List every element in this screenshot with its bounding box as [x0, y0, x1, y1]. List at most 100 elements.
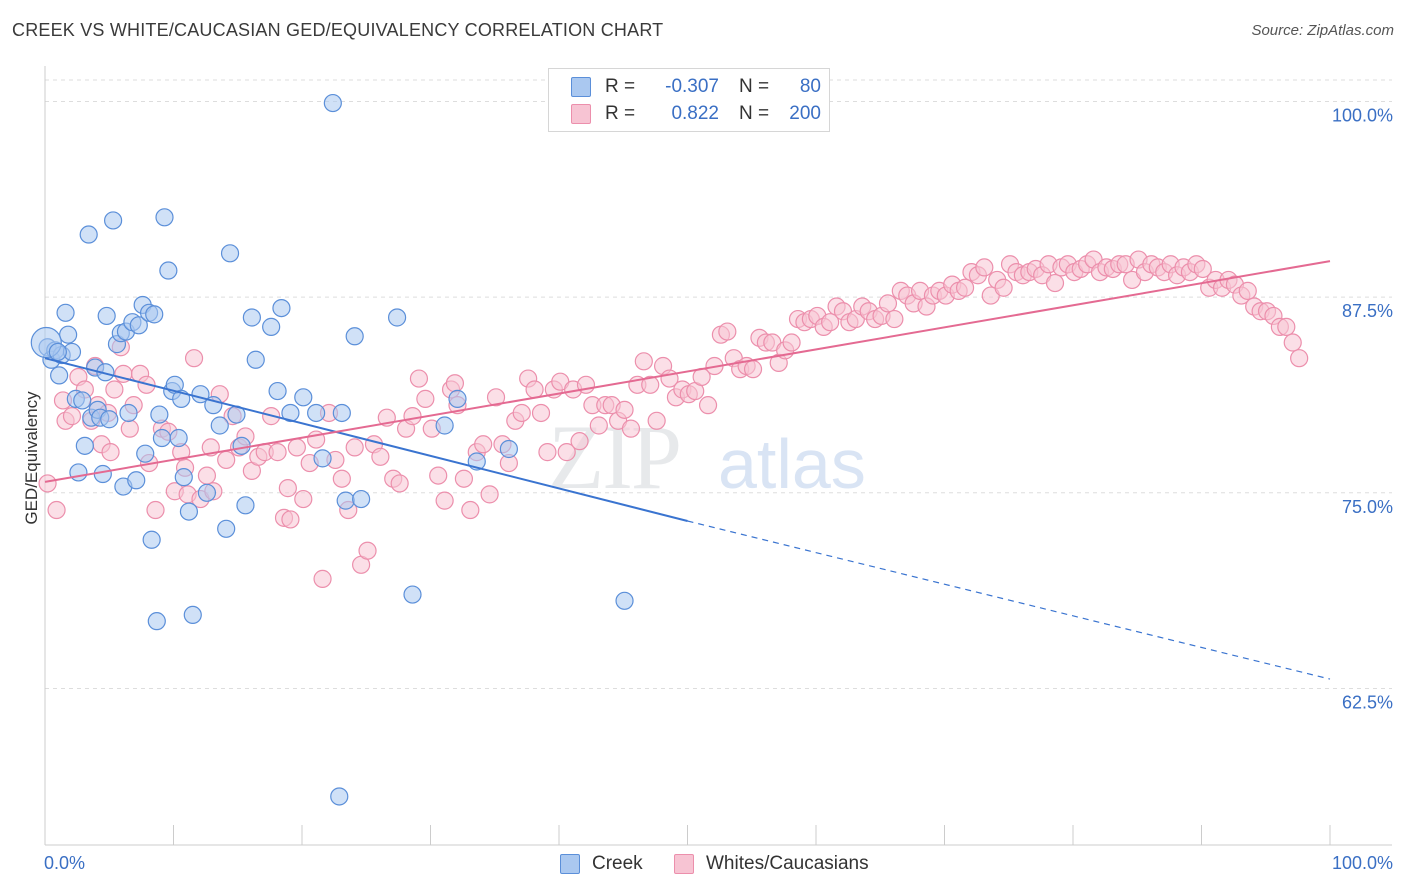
data-point-creek — [79, 225, 98, 244]
data-point-whites — [294, 489, 313, 509]
data-point-creek — [159, 261, 178, 280]
data-point-creek — [403, 585, 422, 604]
data-point-creek — [150, 405, 169, 424]
data-point-creek — [236, 496, 255, 515]
legend-r-label: R = — [605, 76, 636, 97]
x-tick-label: 100.0% — [1332, 853, 1393, 873]
data-point-creek — [56, 303, 75, 322]
data-point-creek — [93, 464, 112, 484]
legend-row-whites: R = 0.822 N = 200 — [571, 101, 821, 127]
data-point-whites — [878, 294, 898, 313]
data-point-creek — [330, 787, 349, 806]
data-point-whites — [62, 407, 82, 426]
data-point-whites — [197, 466, 217, 485]
data-point-whites — [743, 360, 763, 379]
bottom-legend-creek: Creek — [560, 850, 643, 878]
data-point-whites — [184, 349, 204, 368]
data-point-creek — [323, 93, 342, 113]
x-tick-label: 0.0% — [44, 853, 85, 873]
chart-source: Source: ZipAtlas.com — [1251, 22, 1394, 39]
y-tick-label: 100.0% — [1332, 105, 1393, 125]
trend-line-creek-extension — [687, 520, 1331, 680]
data-point-creek — [336, 491, 355, 510]
chart-title: CREEK VS WHITE/CAUCASIAN GED/EQUIVALENCY… — [12, 20, 664, 40]
data-point-whites — [287, 438, 306, 457]
data-point-creek — [345, 327, 364, 346]
data-point-whites — [955, 278, 975, 297]
data-point-creek — [48, 342, 67, 362]
data-point-whites — [278, 479, 297, 498]
data-point-whites — [429, 466, 448, 485]
data-point-whites — [120, 419, 139, 438]
data-point-creek — [97, 306, 116, 326]
data-point-creek — [210, 416, 229, 435]
data-point-whites — [358, 541, 377, 560]
data-point-whites — [435, 491, 454, 510]
data-point-creek — [272, 299, 291, 318]
data-point-creek — [246, 350, 265, 369]
bottom-legend-creek-label: Creek — [592, 853, 643, 874]
data-point-whites — [268, 443, 287, 462]
data-point-whites — [1193, 259, 1212, 279]
data-point-whites — [570, 432, 589, 451]
data-point-whites — [531, 403, 551, 423]
data-point-whites — [782, 333, 801, 352]
legend-n-value: 200 — [789, 103, 821, 124]
data-point-creek — [127, 471, 146, 490]
data-point-creek — [104, 211, 123, 230]
data-point-creek — [174, 468, 193, 487]
data-point-creek — [197, 483, 217, 502]
watermark-atlas: atlas — [718, 425, 866, 503]
data-point-whites — [461, 500, 480, 520]
data-point-creek — [262, 317, 281, 336]
data-point-whites — [1045, 273, 1065, 293]
data-point-creek — [220, 244, 240, 263]
data-point-whites — [403, 407, 422, 426]
data-point-whites — [589, 416, 608, 435]
data-point-creek — [313, 449, 332, 468]
data-point-whites — [47, 500, 66, 520]
data-point-whites — [390, 474, 409, 493]
data-point-whites — [615, 400, 634, 419]
data-point-creek — [129, 316, 148, 335]
data-point-creek — [147, 612, 166, 631]
data-point-creek — [332, 403, 351, 423]
data-point-whites — [486, 388, 506, 407]
data-point-whites — [345, 438, 364, 457]
data-point-whites — [217, 450, 236, 470]
legend-r-label: R = — [605, 103, 636, 124]
data-point-creek — [499, 439, 518, 459]
bottom-legend-whites: Whites/Caucasians — [674, 850, 869, 878]
data-point-creek — [615, 591, 634, 610]
bottom-legend-whites-label: Whites/Caucasians — [706, 853, 869, 874]
data-point-creek — [387, 308, 407, 327]
bottom-swatch-whites — [674, 854, 694, 874]
data-point-whites — [1277, 317, 1296, 336]
data-point-creek — [152, 428, 172, 448]
data-point-creek — [294, 388, 313, 407]
data-point-creek — [242, 308, 261, 327]
data-point-whites — [647, 411, 666, 430]
data-point-creek — [307, 403, 326, 423]
data-point-creek — [75, 436, 94, 455]
trend-lines — [44, 260, 1331, 680]
data-point-whites — [445, 374, 465, 393]
legend-n-value: 80 — [799, 76, 821, 97]
data-point-whites — [885, 309, 904, 329]
data-point-creek — [268, 381, 287, 401]
data-point-whites — [512, 403, 531, 423]
data-point-whites — [281, 510, 300, 529]
legend-r-value: 0.822 — [671, 103, 719, 124]
data-point-creek — [352, 489, 371, 509]
data-point-whites — [641, 375, 660, 394]
data-point-creek — [169, 428, 188, 448]
data-point-whites — [698, 396, 718, 415]
data-point-creek — [179, 502, 199, 521]
legend-r-value: -0.307 — [665, 76, 719, 97]
data-point-whites — [101, 443, 120, 462]
data-point-creek — [119, 403, 138, 423]
data-point-whites — [1283, 333, 1302, 352]
data-point-whites — [621, 419, 641, 438]
data-point-whites — [557, 443, 576, 462]
y-tick-label: 75.0% — [1342, 497, 1393, 517]
